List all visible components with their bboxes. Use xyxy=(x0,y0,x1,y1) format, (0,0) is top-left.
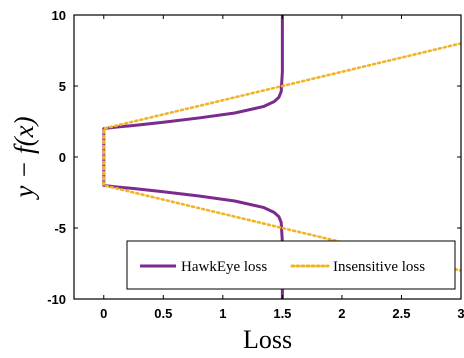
y-tick-label: 0 xyxy=(59,150,66,165)
series-line-insensitive xyxy=(102,42,461,272)
ticks-layer: 0 0.5 1 1.5 2 2.5 3 10 5 0 -5 -10 xyxy=(47,8,464,321)
x-axis-title: Loss xyxy=(243,325,292,354)
y-tick-label: -10 xyxy=(47,292,66,307)
x-tick-label: 2.5 xyxy=(392,306,410,321)
x-tick-label: 1.5 xyxy=(273,306,291,321)
y-tick-label: 10 xyxy=(52,8,66,23)
legend-label-hawkeye: HawkEye loss xyxy=(181,259,267,275)
y-tick-label: -5 xyxy=(54,221,66,236)
legend-label-insensitive: Insensitive loss xyxy=(333,259,425,275)
x-tick-label: 0 xyxy=(100,306,107,321)
legend: HawkEye loss Insensitive loss xyxy=(126,240,456,290)
y-axis-title: y − f(x) xyxy=(9,116,39,200)
y-tick-label: 5 xyxy=(59,79,66,94)
x-tick-label: 2 xyxy=(338,306,345,321)
x-tick-label: 3 xyxy=(457,306,464,321)
series-layer xyxy=(102,15,461,299)
x-tick-label: 1 xyxy=(219,306,226,321)
x-tick-label: 0.5 xyxy=(154,306,172,321)
